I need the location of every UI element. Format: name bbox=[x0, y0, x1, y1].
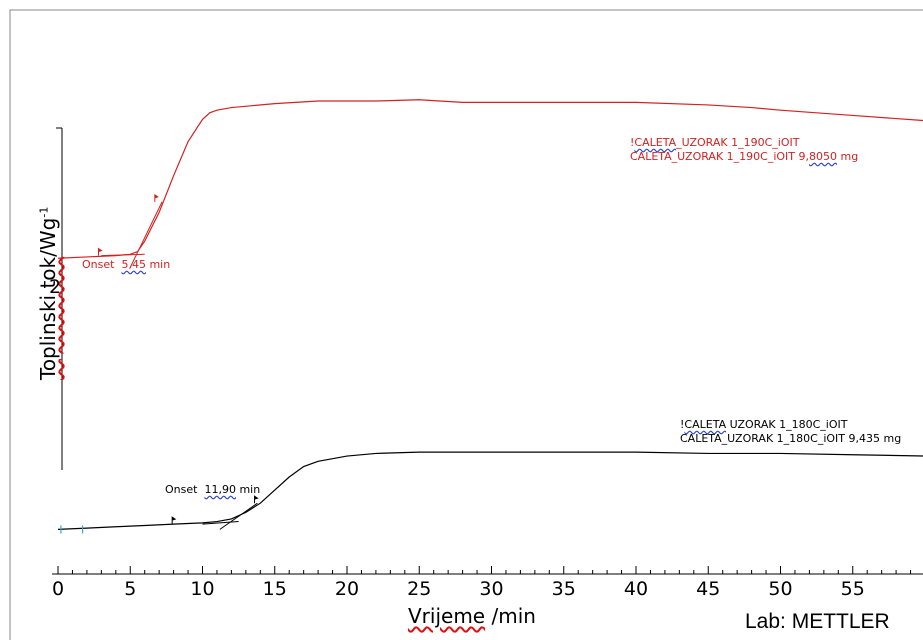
onset-180c: Onset 11,90 min bbox=[165, 483, 260, 497]
onset-180c-value: 11,90 bbox=[204, 483, 236, 496]
legend-190c-line2-suffix: mg bbox=[837, 150, 859, 163]
legend-190c-line2-prefix: CALETA_UZORAK 1_190C_iOIT 9, bbox=[630, 150, 810, 163]
lab-footer: Lab: METTLER bbox=[745, 610, 890, 633]
x-tick-label: 10 bbox=[190, 578, 215, 600]
series-line-180c bbox=[57, 451, 923, 530]
onset-190c-unit: min bbox=[145, 258, 171, 271]
x-axis-label-unit: /min bbox=[485, 604, 536, 628]
legend-190c-line1-word: CALETA bbox=[634, 136, 677, 149]
marker-flag-190c-end bbox=[154, 193, 159, 202]
legend-190c-line1-rest: _UZORAK 1_190C_iOIT bbox=[676, 136, 800, 149]
onset-tangent-190c bbox=[129, 201, 163, 268]
y-tick-label: 2 bbox=[49, 276, 62, 298]
onset-180c-label: Onset bbox=[165, 483, 198, 496]
legend-180c-line2: CALETA_UZORAK 1_180C_iOIT 9,435 mg bbox=[680, 432, 901, 446]
legend-180c-line1-prefix: ! bbox=[680, 418, 685, 431]
onset-190c-value: 5,45 bbox=[121, 258, 146, 271]
x-tick-label: 50 bbox=[768, 578, 793, 600]
x-tick-label: 25 bbox=[407, 578, 432, 600]
marker-flag-180c-end bbox=[254, 495, 259, 504]
onset-tangent-180c bbox=[219, 502, 258, 530]
legend-190c-line2: CALETA_UZORAK 1_190C_iOIT 9,8050 mg bbox=[630, 150, 858, 164]
legend-180c: !CALETA UZORAK 1_180C_iOIT CALETA_UZORAK… bbox=[680, 418, 901, 446]
series-line-190c bbox=[57, 99, 923, 259]
x-axis-label-word: Vrijeme bbox=[408, 604, 486, 628]
onset-190c-label: Onset bbox=[82, 258, 115, 271]
x-axis-label: Vrijeme /min bbox=[408, 604, 536, 628]
legend-190c-line1-prefix: ! bbox=[630, 136, 635, 149]
x-tick-label: 40 bbox=[623, 578, 649, 600]
x-tick-label: 0 bbox=[51, 578, 65, 600]
y-axis-label-unit: /Wg bbox=[36, 217, 60, 257]
legend-190c-line2-mass: 8050 bbox=[809, 150, 838, 163]
x-tick-label: 5 bbox=[124, 578, 137, 600]
legend-190c: !CALETA_UZORAK 1_190C_iOIT CALETA_UZORAK… bbox=[630, 136, 858, 164]
x-tick-label: 55 bbox=[840, 578, 865, 600]
onset-190c: Onset 5,45 min bbox=[82, 258, 170, 272]
legend-180c-line1-rest: UZORAK 1_180C_iOIT bbox=[726, 418, 848, 431]
marker-flag-180c-start bbox=[171, 516, 177, 525]
marker-flag-190c-start bbox=[97, 247, 103, 256]
x-tick-label: 45 bbox=[696, 578, 721, 600]
onset-180c-unit: min bbox=[235, 483, 261, 496]
legend-180c-line1: !CALETA UZORAK 1_180C_iOIT bbox=[680, 418, 901, 432]
legend-180c-line2-text: CALETA_UZORAK 1_180C_iOIT 9,435 mg bbox=[680, 432, 902, 445]
onset-baseline-180c bbox=[202, 521, 239, 525]
onset-baseline-190c bbox=[101, 253, 145, 257]
legend-180c-line1-word: CALETA bbox=[684, 418, 727, 431]
x-tick-label: 30 bbox=[479, 578, 504, 600]
x-tick-label: 35 bbox=[551, 578, 576, 600]
legend-190c-line1: !CALETA_UZORAK 1_190C_iOIT bbox=[630, 136, 858, 150]
plot-border bbox=[9, 9, 923, 640]
y-axis-label-sup: -1 bbox=[37, 206, 51, 218]
x-tick-label: 20 bbox=[334, 578, 360, 600]
x-tick-label: 15 bbox=[262, 578, 287, 600]
